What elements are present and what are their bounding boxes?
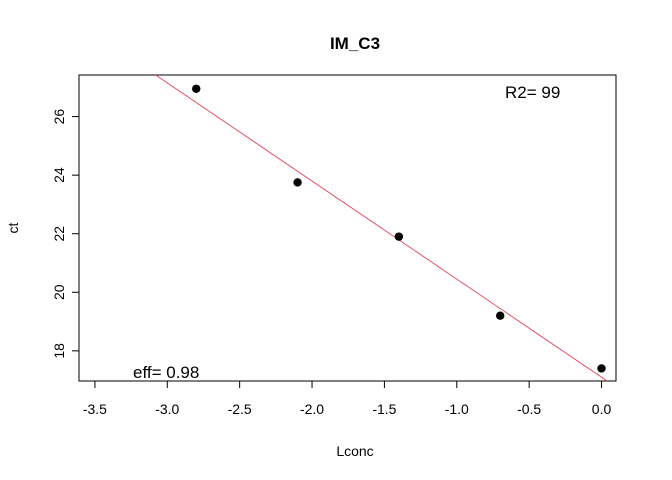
x-tick-label: -2.5	[228, 401, 252, 417]
x-axis: -3.5 -3.0 -2.5 -2.0 -1.5 -1.0 -0.5 0.0	[83, 380, 612, 417]
y-tick-label: 24	[51, 167, 67, 183]
r2-annotation: R2= 99	[505, 83, 560, 102]
data-point	[597, 364, 606, 373]
y-tick-label: 20	[51, 284, 67, 300]
x-tick-label: 0.0	[592, 401, 612, 417]
efficiency-annotation: eff= 0.98	[133, 363, 199, 382]
data-points	[192, 84, 606, 373]
y-tick-label: 26	[51, 109, 67, 125]
y-axis-label: ct	[5, 222, 21, 233]
plot-frame	[78, 74, 617, 382]
plot-area	[155, 74, 608, 382]
x-tick-label: -1.5	[372, 401, 396, 417]
chart-title: IM_C3	[330, 34, 380, 53]
data-point	[293, 178, 302, 187]
data-point	[192, 84, 201, 93]
x-axis-label: Lconc	[336, 443, 373, 459]
x-tick-label: -3.5	[83, 401, 107, 417]
data-point	[496, 311, 505, 320]
y-axis: 18 20 22 24 26	[51, 109, 80, 359]
x-tick-label: -3.0	[155, 401, 179, 417]
data-point	[394, 232, 404, 241]
x-tick-label: -2.0	[300, 401, 324, 417]
x-tick-label: -0.5	[517, 401, 541, 417]
x-tick-label: -1.0	[445, 401, 469, 417]
regression-line	[155, 74, 608, 382]
y-tick-label: 18	[51, 343, 67, 359]
y-tick-label: 22	[51, 226, 67, 242]
